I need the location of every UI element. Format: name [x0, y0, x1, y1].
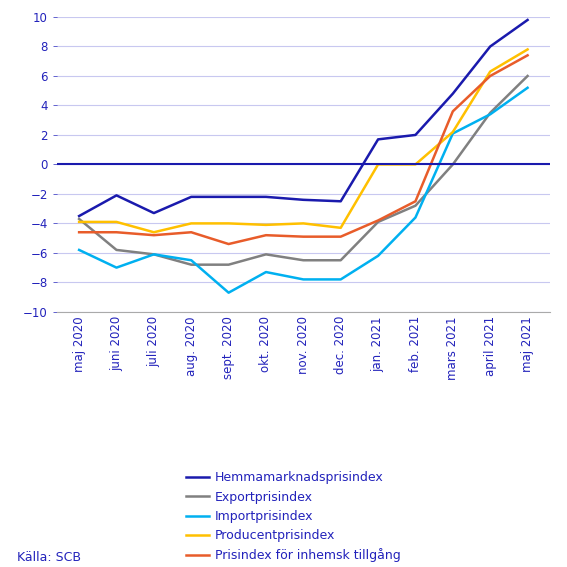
- Hemmamarknadsprisindex: [375, 136, 382, 143]
- Producentprisindex: [188, 220, 194, 227]
- Producentprisindex: [337, 225, 344, 231]
- Producentprisindex: [113, 218, 120, 225]
- Importprisindex: [113, 264, 120, 271]
- Producentprisindex: [300, 220, 307, 227]
- Exportprisindex: [375, 218, 382, 225]
- Producentprisindex: [450, 129, 456, 136]
- Importprisindex: [450, 130, 456, 137]
- Exportprisindex: [263, 251, 269, 258]
- Hemmamarknadsprisindex: [188, 193, 194, 200]
- Line: Hemmamarknadsprisindex: Hemmamarknadsprisindex: [79, 20, 527, 216]
- Exportprisindex: [300, 257, 307, 264]
- Importprisindex: [188, 257, 194, 264]
- Importprisindex: [263, 269, 269, 276]
- Producentprisindex: [375, 161, 382, 168]
- Prisindex för inhemsk tillgång: [225, 240, 232, 247]
- Prisindex för inhemsk tillgång: [113, 229, 120, 236]
- Exportprisindex: [487, 109, 494, 116]
- Importprisindex: [300, 276, 307, 283]
- Prisindex för inhemsk tillgång: [150, 232, 157, 239]
- Text: Källa: SCB: Källa: SCB: [17, 551, 81, 564]
- Hemmamarknadsprisindex: [300, 196, 307, 203]
- Hemmamarknadsprisindex: [263, 193, 269, 200]
- Hemmamarknadsprisindex: [76, 213, 83, 219]
- Legend: Hemmamarknadsprisindex, Exportprisindex, Importprisindex, Producentprisindex, Pr: Hemmamarknadsprisindex, Exportprisindex,…: [187, 471, 401, 562]
- Producentprisindex: [412, 161, 419, 168]
- Hemmamarknadsprisindex: [524, 16, 531, 23]
- Importprisindex: [412, 214, 419, 221]
- Hemmamarknadsprisindex: [487, 43, 494, 50]
- Importprisindex: [76, 247, 83, 253]
- Prisindex för inhemsk tillgång: [300, 233, 307, 240]
- Hemmamarknadsprisindex: [412, 132, 419, 138]
- Line: Prisindex för inhemsk tillgång: Prisindex för inhemsk tillgång: [79, 56, 527, 244]
- Importprisindex: [150, 251, 157, 258]
- Producentprisindex: [263, 222, 269, 229]
- Producentprisindex: [76, 218, 83, 225]
- Exportprisindex: [412, 202, 419, 209]
- Exportprisindex: [188, 261, 194, 268]
- Importprisindex: [337, 276, 344, 283]
- Prisindex för inhemsk tillgång: [450, 108, 456, 115]
- Exportprisindex: [337, 257, 344, 264]
- Producentprisindex: [524, 46, 531, 53]
- Prisindex för inhemsk tillgång: [76, 229, 83, 236]
- Producentprisindex: [225, 220, 232, 227]
- Prisindex för inhemsk tillgång: [188, 229, 194, 236]
- Exportprisindex: [524, 73, 531, 79]
- Importprisindex: [524, 84, 531, 91]
- Hemmamarknadsprisindex: [337, 198, 344, 205]
- Exportprisindex: [76, 215, 83, 222]
- Prisindex för inhemsk tillgång: [524, 52, 531, 59]
- Exportprisindex: [150, 251, 157, 258]
- Hemmamarknadsprisindex: [225, 193, 232, 200]
- Importprisindex: [487, 111, 494, 118]
- Line: Producentprisindex: Producentprisindex: [79, 49, 527, 232]
- Prisindex för inhemsk tillgång: [412, 198, 419, 205]
- Exportprisindex: [113, 247, 120, 253]
- Line: Exportprisindex: Exportprisindex: [79, 76, 527, 265]
- Hemmamarknadsprisindex: [450, 90, 456, 97]
- Prisindex för inhemsk tillgång: [263, 232, 269, 239]
- Importprisindex: [225, 289, 232, 296]
- Prisindex för inhemsk tillgång: [375, 217, 382, 224]
- Exportprisindex: [450, 161, 456, 168]
- Hemmamarknadsprisindex: [150, 210, 157, 217]
- Exportprisindex: [225, 261, 232, 268]
- Importprisindex: [375, 252, 382, 259]
- Hemmamarknadsprisindex: [113, 192, 120, 199]
- Producentprisindex: [150, 229, 157, 236]
- Prisindex för inhemsk tillgång: [487, 73, 494, 79]
- Producentprisindex: [487, 68, 494, 75]
- Line: Importprisindex: Importprisindex: [79, 88, 527, 293]
- Prisindex för inhemsk tillgång: [337, 233, 344, 240]
